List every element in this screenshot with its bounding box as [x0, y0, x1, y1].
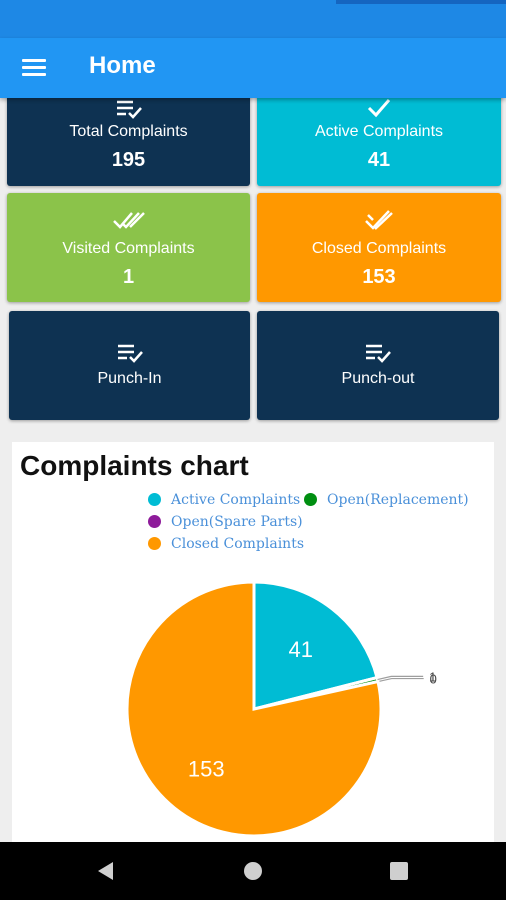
slice-leader-line	[377, 675, 424, 681]
slice-value-label: 41	[289, 637, 313, 662]
legend-item-open-spare-parts[interactable]: Open(Spare Parts)	[148, 514, 303, 530]
legend-item-active[interactable]: Active Complaints	[148, 492, 300, 508]
legend-label: Open(Spare Parts)	[171, 514, 303, 530]
slice-value-label: 153	[188, 756, 225, 781]
legend-dot	[148, 537, 161, 550]
page-title: Home	[89, 52, 156, 79]
legend-dot	[148, 515, 161, 528]
checklist-icon	[7, 98, 250, 120]
visited-complaints-card[interactable]: Visited Complaints 1	[7, 193, 250, 302]
check-badge-icon	[257, 207, 501, 233]
legend-dot	[304, 493, 317, 506]
legend-label: Active Complaints	[171, 492, 301, 508]
legend-label: Open(Replacement)	[327, 492, 469, 508]
active-complaints-card[interactable]: Active Complaints 41	[257, 90, 501, 186]
checklist-icon	[257, 342, 499, 364]
punch-out-label: Punch-out	[341, 370, 415, 387]
total-complaints-card[interactable]: Total Complaints 195	[7, 90, 250, 186]
checklist-icon	[9, 342, 250, 364]
complaints-chart-card: Complaints chart Active Complaints Open(…	[12, 442, 494, 852]
closed-complaints-value: 153	[362, 266, 396, 288]
visited-complaints-label: Visited Complaints	[62, 240, 195, 257]
menu-icon[interactable]	[14, 50, 54, 86]
back-icon[interactable]	[94, 859, 118, 883]
total-complaints-label: Total Complaints	[69, 123, 188, 140]
status-bar	[0, 0, 506, 38]
check-icon	[257, 96, 501, 118]
app-bar: Home	[0, 38, 506, 98]
active-complaints-value: 41	[367, 149, 391, 171]
double-check-icon	[7, 209, 250, 231]
slice-value-label: 0	[430, 672, 437, 687]
punch-in-label: Punch-In	[97, 370, 162, 387]
punch-in-button[interactable]: Punch-In	[9, 311, 250, 420]
pie-slice[interactable]	[125, 580, 383, 838]
home-icon[interactable]	[243, 861, 263, 881]
recents-icon[interactable]	[389, 861, 409, 881]
closed-complaints-label: Closed Complaints	[311, 240, 447, 257]
navigation-bar	[0, 842, 506, 900]
slice-leader-line	[377, 677, 424, 683]
pie-chart: 41 10 153	[125, 580, 437, 838]
punch-out-button[interactable]: Punch-out	[257, 311, 499, 420]
pie-slice[interactable]	[252, 580, 379, 711]
legend-item-closed[interactable]: Closed Complaints	[148, 536, 304, 552]
legend-dot	[148, 493, 161, 506]
visited-complaints-value: 1	[122, 266, 135, 288]
legend-label: Closed Complaints	[171, 536, 305, 552]
closed-complaints-card[interactable]: Closed Complaints 153	[257, 193, 501, 302]
slice-value-label: 1	[429, 669, 436, 684]
legend-item-open-replacement[interactable]: Open(Replacement)	[304, 492, 469, 508]
active-complaints-label: Active Complaints	[314, 123, 444, 140]
chart-title: Complaints chart	[20, 450, 249, 481]
total-complaints-value: 195	[111, 149, 146, 171]
